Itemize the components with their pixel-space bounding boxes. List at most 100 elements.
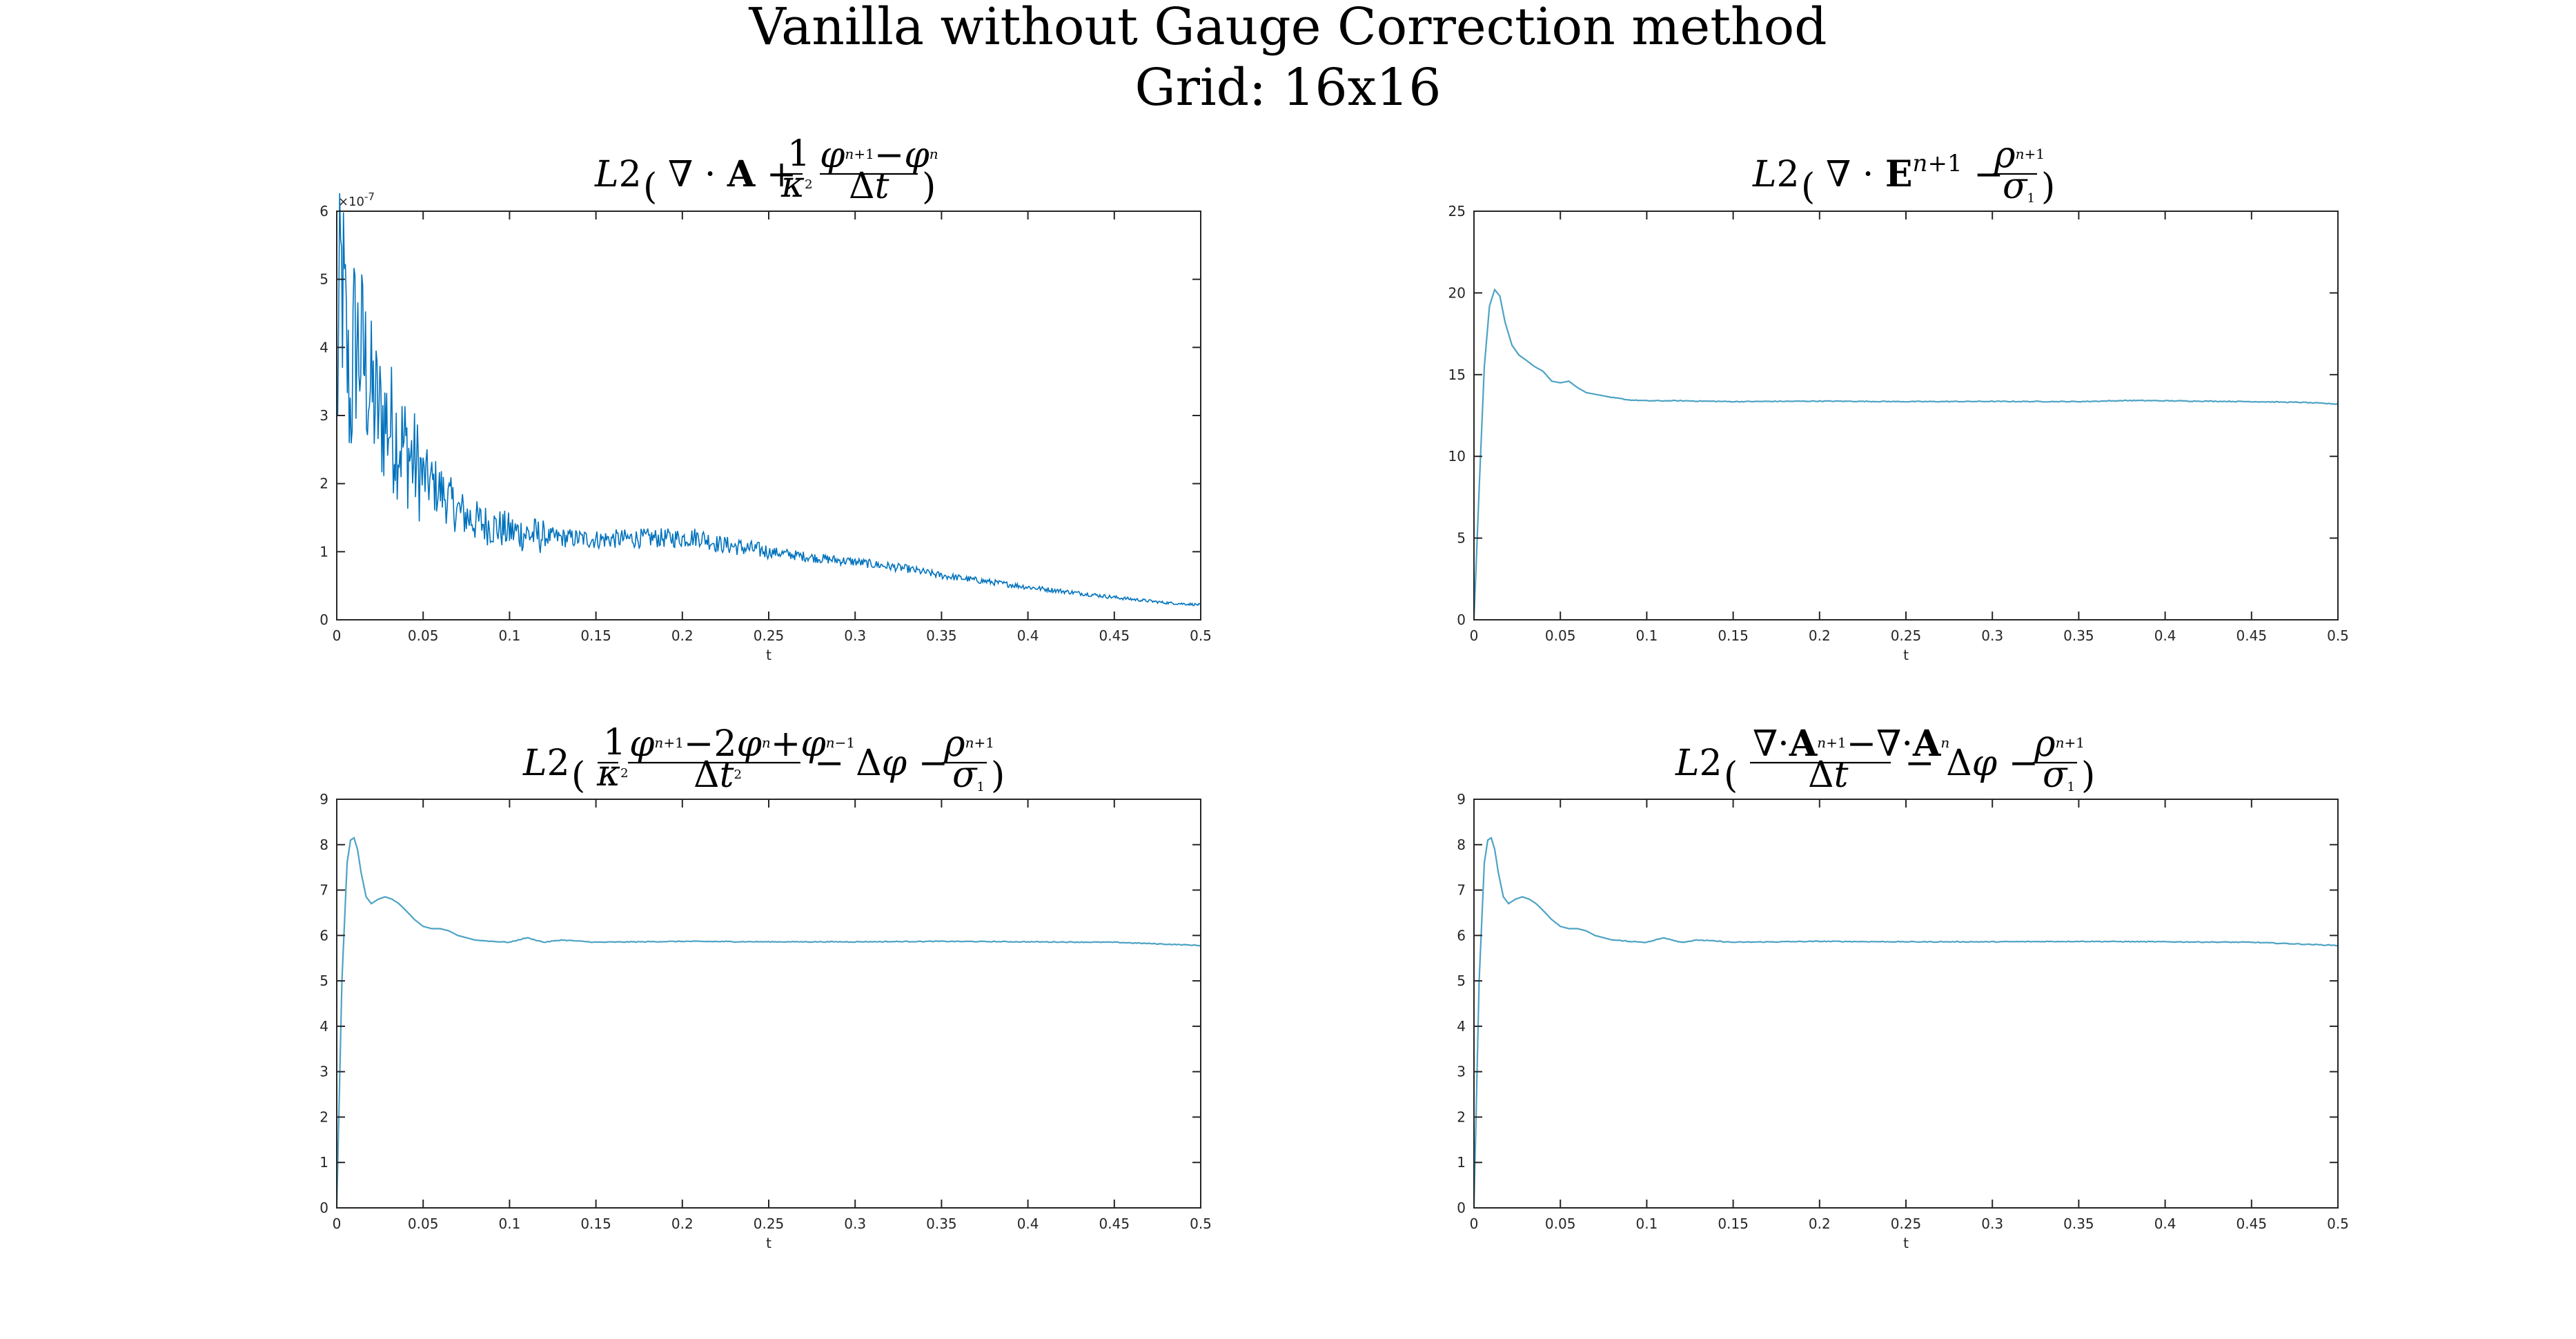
x-tick-label: 0.2 (671, 627, 694, 644)
figure-title: Vanilla without Gauge Correction method (749, 0, 1827, 57)
svg-text:): ) (922, 166, 936, 208)
y-tick-label: 15 (1448, 366, 1466, 383)
y-tick-label: 5 (319, 271, 328, 288)
y-tick-label: 5 (1457, 973, 1466, 989)
panel-title: L2 ( ∇·An+1−∇·An Δt − Δφ − ρn+1 σ1 ) (1675, 723, 2095, 796)
x-tick-label: 0.05 (1545, 1215, 1576, 1232)
x-axis-label: t (1903, 1235, 1909, 1251)
x-tick-label: 0.1 (1635, 627, 1658, 644)
y-tick-label: 10 (1448, 448, 1466, 465)
y-tick-label: 2 (319, 476, 328, 492)
figure-subtitle: Grid: 16x16 (1134, 58, 1442, 117)
x-tick-label: 0.25 (1891, 627, 1922, 644)
x-tick-label: 0.3 (1981, 627, 2003, 644)
svg-text:∇·An+1−∇·An: ∇·An+1−∇·An (1753, 723, 1949, 765)
x-tick-label: 0.5 (2327, 1215, 2349, 1232)
y-tick-label: 25 (1448, 203, 1466, 219)
svg-text:(: ( (1724, 755, 1738, 796)
x-tick-label: 0.05 (408, 1215, 439, 1232)
x-tick-label: 0.25 (754, 1215, 785, 1232)
y-tick-label: 6 (319, 927, 328, 944)
axes-frame (1473, 799, 2339, 1209)
x-tick-label: 0.2 (671, 1215, 694, 1232)
svg-text:κ2: κ2 (596, 753, 629, 794)
x-axis-label: t (1903, 647, 1909, 663)
x-tick-label: 0.5 (2327, 627, 2349, 644)
y-tick-label: 0 (319, 1200, 328, 1216)
x-tick-label: 0.15 (580, 627, 611, 644)
x-tick-label: 0.45 (2236, 1215, 2268, 1232)
svg-text:− Δφ −: − Δφ − (1905, 743, 2038, 784)
x-axis-label: t (766, 647, 771, 663)
series-line (336, 193, 1201, 607)
x-tick-label: 0.3 (1981, 1215, 2003, 1232)
panel-title: L2 ( ∇ · En+1 − ρn+1 σ1 ) (1752, 135, 2055, 208)
svg-text:): ) (2081, 755, 2095, 796)
x-tick-label: 0.4 (1017, 627, 1039, 644)
svg-text:σ1: σ1 (2003, 166, 2035, 207)
y-tick-label: 3 (319, 1064, 328, 1080)
svg-text:Δt: Δt (1808, 754, 1849, 796)
x-tick-label: 0 (333, 627, 342, 644)
svg-text:∇ · A +: ∇ · A + (668, 153, 796, 195)
svg-text:(: ( (571, 755, 585, 796)
svg-text:− Δφ −: − Δφ − (814, 743, 948, 784)
y-tick-label: 2 (1457, 1108, 1466, 1125)
panel-title: L2 ( 1 κ2 φn+1−2φn+φn−1 Δt2 − Δφ − ρn+1 … (522, 722, 1005, 796)
x-tick-label: 0.4 (2154, 627, 2176, 644)
svg-text:σ1: σ1 (2043, 754, 2075, 796)
x-tick-label: 0.35 (2063, 1215, 2094, 1232)
y-tick-label: 0 (1457, 612, 1466, 628)
y-tick-label: 4 (319, 1018, 328, 1035)
series-line (335, 837, 1201, 1209)
x-axis-label: t (766, 1235, 771, 1251)
x-tick-label: 0 (1470, 627, 1479, 644)
x-tick-label: 0.15 (1718, 627, 1749, 644)
x-tick-label: 0.1 (498, 1215, 520, 1232)
svg-text:φn+1−φn: φn+1−φn (820, 135, 938, 176)
x-tick-label: 0.25 (1891, 1215, 1922, 1232)
y-tick-label: 1 (1457, 1154, 1466, 1171)
y-tick-label: 3 (319, 407, 328, 424)
y-tick-label: 9 (1457, 791, 1466, 808)
x-tick-label: 0.3 (844, 627, 866, 644)
svg-text:L2: L2 (594, 154, 642, 195)
series-line (1473, 837, 2339, 1209)
svg-text:Δt: Δt (849, 166, 889, 207)
svg-text:φn+1−2φn+φn−1: φn+1−2φn+φn−1 (629, 723, 855, 765)
y-tick-label: 1 (319, 1154, 328, 1171)
y-tick-label: 0 (319, 612, 328, 628)
y-tick-label: 5 (1457, 530, 1466, 547)
y-tick-label: 5 (319, 973, 328, 989)
x-tick-label: 0.4 (1017, 1215, 1039, 1232)
x-tick-label: 0.2 (1809, 627, 1831, 644)
x-tick-label: 0.25 (754, 627, 785, 644)
y-tick-label: 8 (1457, 837, 1466, 853)
x-tick-label: 0.4 (2154, 1215, 2176, 1232)
svg-text:(: ( (1801, 166, 1815, 208)
x-tick-label: 0.05 (1545, 627, 1576, 644)
svg-text:σ1: σ1 (952, 754, 985, 796)
y-tick-label: 7 (319, 882, 328, 899)
x-tick-label: 0.2 (1809, 1215, 1831, 1232)
svg-text:): ) (991, 755, 1005, 796)
y-tick-label: 4 (1457, 1018, 1466, 1035)
series-line (1473, 288, 2339, 620)
y-tick-label: 8 (319, 837, 328, 853)
y-tick-label: 1 (319, 543, 328, 560)
x-tick-label: 0.05 (408, 627, 439, 644)
y-tick-label: 2 (319, 1108, 328, 1125)
y-tick-label: 9 (319, 791, 328, 808)
x-tick-label: 0.45 (1099, 627, 1130, 644)
x-tick-label: 0 (1470, 1215, 1479, 1232)
x-tick-label: 0.1 (498, 627, 520, 644)
svg-text:κ2: κ2 (780, 164, 813, 206)
y-tick-label: 0 (1457, 1200, 1466, 1216)
y-tick-label: 7 (1457, 882, 1466, 899)
svg-text:L2: L2 (522, 743, 570, 784)
y-tick-label: 20 (1448, 284, 1466, 301)
svg-text:ρn+1: ρn+1 (1994, 135, 2045, 176)
y-tick-label: 4 (319, 339, 328, 355)
